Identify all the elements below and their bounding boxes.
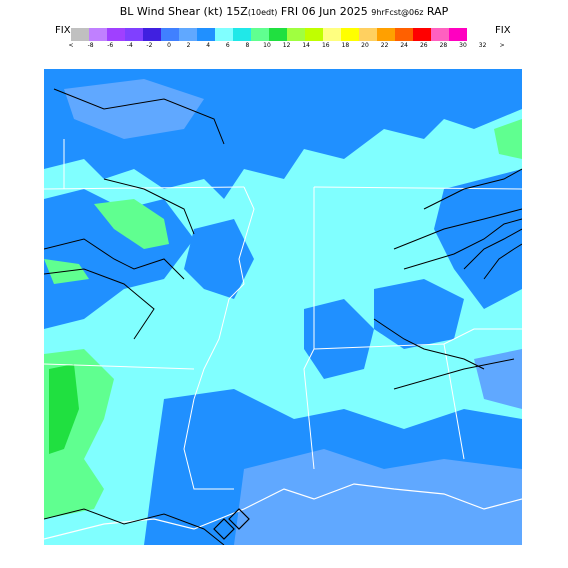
legend-swatch [395, 28, 413, 41]
legend-tick-label: 32 [478, 42, 487, 49]
legend-swatch [341, 28, 359, 41]
fix-right-label: FIX [495, 25, 511, 36]
legend-swatch [449, 28, 467, 41]
title-model: RAP [423, 5, 449, 18]
wind-shear-map [44, 69, 522, 545]
shear-field-lightblue [64, 79, 522, 545]
legend-tick-label: < [68, 42, 74, 49]
legend-swatch [107, 28, 125, 41]
legend-tick-label: 2 [186, 42, 191, 49]
legend-tick-label: 26 [419, 42, 428, 49]
legend-swatch [377, 28, 395, 41]
legend-tick-label: 22 [380, 42, 389, 49]
title-run: 9hrFcst@06z [371, 8, 424, 17]
title-main: BL Wind Shear (kt) 15Z [119, 5, 248, 18]
legend-tick-label: 6 [225, 42, 230, 49]
legend-tick-label: 0 [167, 42, 171, 49]
legend-tick-label: 28 [439, 42, 448, 49]
legend-swatch [413, 28, 431, 41]
legend-swatch [323, 28, 341, 41]
title-date: FRI 06 Jun 2025 [277, 5, 372, 18]
legend-ticks: < -8 -6 -4 -2 0 2 4 6 8 10 12 14 16 18 20 22 24 26 28 30 32 > [62, 42, 505, 54]
legend-tick-label: 8 [245, 42, 250, 49]
coastline [44, 483, 522, 540]
title-timezone: (10edt) [247, 8, 278, 17]
legend-swatch [125, 28, 143, 41]
legend-tick-label: -2 [146, 42, 153, 49]
legend-swatch [251, 28, 269, 41]
legend-swatch [233, 28, 251, 41]
color-legend [71, 28, 467, 41]
legend-swatch [287, 28, 305, 41]
legend-tick-label: -6 [107, 42, 114, 49]
state-boundaries [44, 139, 522, 490]
legend-tick-label: 10 [263, 42, 271, 49]
legend-swatch [269, 28, 287, 41]
legend-swatch [143, 28, 161, 41]
legend-tick-label: -4 [126, 42, 133, 49]
legend-swatch [359, 28, 377, 41]
legend-tick-label: 16 [321, 42, 330, 49]
legend-swatch [89, 28, 107, 41]
legend-tick-label: 20 [361, 42, 369, 49]
legend-tick-label: 18 [341, 42, 350, 49]
legend-tick-label: -8 [87, 42, 94, 49]
legend-swatch [161, 28, 179, 41]
shear-contours [44, 88, 522, 545]
legend-swatch [431, 28, 449, 41]
legend-tick-label: 14 [302, 42, 311, 49]
legend-swatch [305, 28, 323, 41]
legend-tick-label: 24 [400, 42, 409, 49]
legend-tick-label: 4 [206, 42, 211, 49]
diamond-markers [213, 508, 250, 540]
legend-tick-label: 12 [282, 42, 291, 49]
chart-title: BL Wind Shear (kt) 15Z(10edt) FRI 06 Jun… [0, 5, 568, 18]
legend-swatch [179, 28, 197, 41]
legend-tick-label: > [499, 42, 505, 49]
legend-swatch [197, 28, 215, 41]
legend-swatch [71, 28, 89, 41]
legend-tick-label: 30 [459, 42, 467, 49]
legend-swatch [215, 28, 233, 41]
fix-left-label: FIX [55, 25, 71, 36]
